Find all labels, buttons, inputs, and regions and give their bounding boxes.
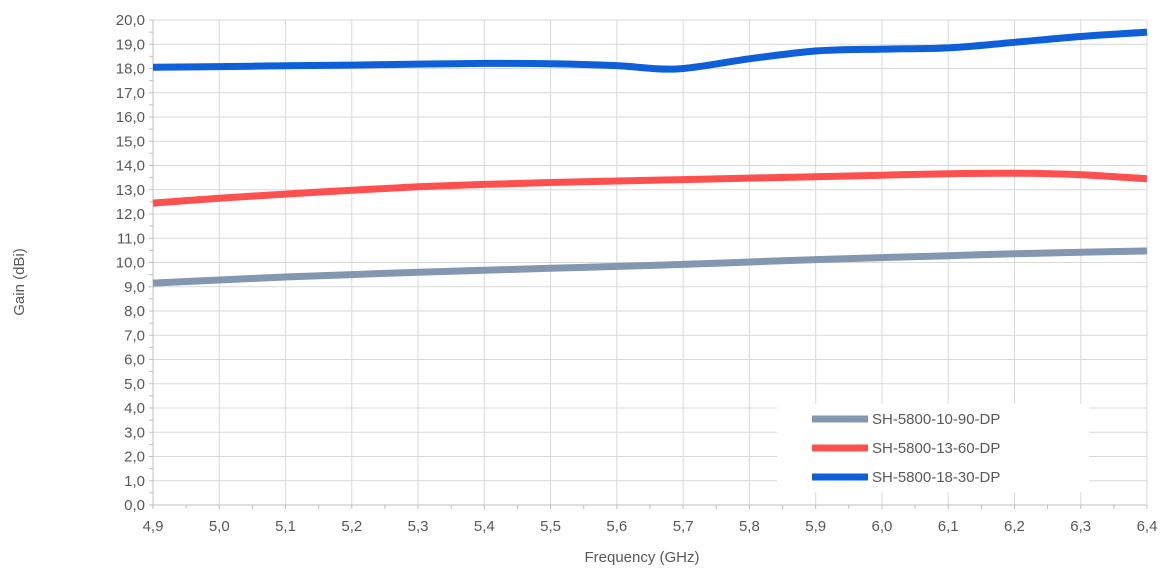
x-tick-label: 5,5 bbox=[540, 518, 561, 535]
x-tick-label: 5,7 bbox=[673, 518, 694, 535]
x-tick-label: 5,2 bbox=[341, 518, 362, 535]
y-tick-label: 13,0 bbox=[116, 182, 145, 199]
legend-label-sh-5800-13-60-dp: SH-5800-13-60-DP bbox=[872, 440, 1000, 457]
series-line-sh-5800-18-30-dp bbox=[152, 28, 1148, 73]
y-tick-label: 7,0 bbox=[124, 327, 145, 344]
legend-label-sh-5800-18-30-dp: SH-5800-18-30-DP bbox=[872, 469, 1000, 486]
series-line-sh-5800-13-60-dp bbox=[152, 169, 1148, 207]
y-tick-label: 14,0 bbox=[116, 158, 145, 175]
x-tick-label: 5,4 bbox=[474, 518, 495, 535]
y-tick-label: 16,0 bbox=[116, 109, 145, 126]
chart-legend: SH-5800-10-90-DP SH-5800-13-60-DP SH-5800-… bbox=[777, 404, 1089, 492]
chart-axes bbox=[149, 19, 1148, 509]
x-tick-label: 4,9 bbox=[143, 518, 164, 535]
y-tick-label: 9,0 bbox=[124, 279, 145, 296]
y-tick-label: 20,0 bbox=[116, 12, 145, 29]
legend-label-sh-5800-10-90-dp: SH-5800-10-90-DP bbox=[872, 411, 1000, 428]
y-tick-label: 18,0 bbox=[116, 61, 145, 78]
y-tick-label: 1,0 bbox=[124, 473, 145, 490]
y-tick-label: 0,0 bbox=[124, 497, 145, 514]
y-tick-label: 12,0 bbox=[116, 206, 145, 223]
y-tick-label: 8,0 bbox=[124, 303, 145, 320]
y-tick-label: 11,0 bbox=[117, 230, 145, 247]
x-tick-label: 6,2 bbox=[1004, 518, 1025, 535]
y-tick-label: 4,0 bbox=[124, 400, 145, 417]
x-tick-label: 5,3 bbox=[408, 518, 429, 535]
y-tick-label: 6,0 bbox=[124, 352, 145, 369]
x-tick-labels: 4,9 5,0 5,1 5,2 5,3 5,4 5,5 5,6 5,7 5,8 5,9 6,0 6,1 6… bbox=[143, 518, 1158, 535]
x-tick-label: 5,1 bbox=[275, 518, 296, 535]
y-tick-label: 17,0 bbox=[116, 85, 145, 102]
x-tick-label: 6,3 bbox=[1070, 518, 1091, 535]
x-tick-label: 5,6 bbox=[606, 518, 627, 535]
x-tick-label: 5,8 bbox=[739, 518, 760, 535]
y-tick-label: 15,0 bbox=[116, 133, 145, 150]
x-axis-title: Frequency (GHz) bbox=[584, 549, 699, 566]
y-tick-label: 3,0 bbox=[124, 424, 145, 441]
x-tick-label: 5,9 bbox=[805, 518, 826, 535]
x-tick-label: 6,4 bbox=[1137, 518, 1158, 535]
series-line-sh-5800-10-90-dp bbox=[152, 247, 1148, 287]
y-tick-label: 19,0 bbox=[116, 36, 145, 53]
y-tick-label: 2,0 bbox=[124, 449, 145, 466]
y-tick-labels: 0,0 1,0 2,0 3,0 4,0 5,0 6,0 7,0 8,0 9,0 10,0 11,0 12… bbox=[116, 12, 145, 514]
y-tick-label: 5,0 bbox=[124, 376, 145, 393]
y-tick-label: 10,0 bbox=[116, 255, 145, 272]
y-axis-title: Gain (dBi) bbox=[11, 248, 28, 316]
chart-series bbox=[152, 28, 1148, 287]
x-tick-label: 6,1 bbox=[938, 518, 959, 535]
x-tick-label: 5,0 bbox=[209, 518, 230, 535]
x-tick-label: 6,0 bbox=[872, 518, 893, 535]
